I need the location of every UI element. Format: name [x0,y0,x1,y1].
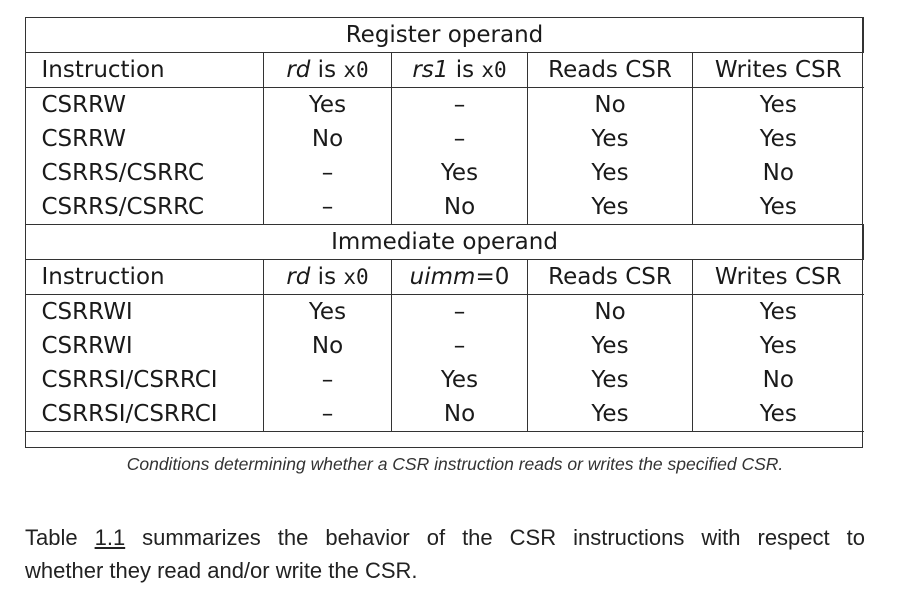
cell-instruction: CSRRWI [25,294,264,329]
table-reference-link[interactable]: 1.1 [94,525,126,550]
cell-instruction: CSRRS/CSRRC [25,190,264,225]
cell-uimm-eq-0: – [391,329,528,363]
header-rs1-is-x0: rs1 is x0 [391,52,528,88]
cell-rd-is-x0: No [263,122,392,156]
cell-instruction: CSRRW [25,122,264,156]
header-uimm-eq-0: uimm=0 [391,259,528,295]
header-rd-label: rd [286,57,311,83]
header-rs1-label: rs1 [412,57,449,83]
cell-reads-csr: No [527,294,693,329]
cell-rd-is-x0: No [263,329,392,363]
cell-uimm-eq-0: No [391,397,528,432]
cell-rd-is-x0: – [263,156,392,190]
cell-rd-is-x0: – [263,363,392,397]
header-rd-is: is [310,264,344,290]
table-row: CSRRW Yes – No Yes [25,87,864,122]
cell-rs1-is-x0: No [391,190,528,225]
table-row: CSRRWI Yes – No Yes [25,294,864,329]
header-rd-reg: x0 [343,265,369,289]
header-uimm-label: uimm [409,264,476,290]
register-section-title-row: Register operand [24,17,865,53]
paragraph-text-before: Table [25,525,95,550]
header-writes-csr: Writes CSR [692,52,864,88]
header-rd-reg: x0 [343,58,369,82]
cell-rs1-is-x0: Yes [391,156,528,190]
cell-reads-csr: Yes [527,190,693,225]
cell-reads-csr: Yes [527,363,693,397]
table-caption: Conditions determining whether a CSR ins… [126,454,784,474]
cell-writes-csr: Yes [759,126,797,152]
header-rs1-reg: x0 [481,58,507,82]
cell-writes-csr: Yes [692,397,864,432]
cell-rd-is-x0: – [263,190,392,225]
header-rd-is-x0: rd is x0 [263,259,392,295]
cell-rd-is-x0: Yes [263,87,392,122]
cell-reads-csr: Yes [527,156,693,190]
cell-writes-csr: Yes [759,299,797,325]
header-rd-is: is [310,57,344,83]
header-writes-csr: Writes CSR [692,259,864,295]
paragraph-line-1: Table 1.1 summarizes the behavior of the… [25,521,865,554]
cell-writes-csr: Yes [759,194,797,220]
cell-rd-is-x0: – [263,397,392,432]
header-rd-is-x0: rd is x0 [263,52,392,88]
cell-writes-csr: No [762,160,794,186]
cell-reads-csr: No [527,87,693,122]
table-row: CSRRSI/CSRRCI – Yes Yes No [25,363,864,397]
table-row: CSRRS/CSRRC – Yes Yes No [25,156,864,190]
csr-behavior-table: Register operand Instruction rd is x0 rs… [24,17,865,432]
register-section-title: Register operand [24,17,865,53]
cell-instruction: CSRRWI [25,329,264,363]
cell-reads-csr: Yes [527,329,693,363]
table-row: CSRRW No – Yes Yes [25,122,864,156]
cell-reads-csr: Yes [527,397,693,432]
body-paragraph: Table 1.1 summarizes the behavior of the… [25,521,865,587]
register-header-row: Instruction rd is x0 rs1 is x0 Reads CSR… [25,52,864,88]
header-uimm-eq: =0 [475,264,510,290]
header-reads-csr: Reads CSR [527,259,693,295]
cell-instruction: CSRRW [25,87,264,122]
cell-rs1-is-x0: – [391,87,528,122]
header-rs1-is: is [448,57,482,83]
cell-instruction: CSRRSI/CSRRCI [25,397,264,432]
table-row: CSRRS/CSRRC – No Yes Yes [25,190,864,225]
immediate-section-title-row: Immediate operand [24,224,865,260]
cell-instruction: CSRRS/CSRRC [25,156,264,190]
paragraph-text-after: summarizes the behavior of the CSR instr… [125,525,865,550]
header-rd-label: rd [286,264,311,290]
cell-uimm-eq-0: Yes [391,363,528,397]
cell-rd-is-x0: Yes [263,294,392,329]
cell-instruction: CSRRSI/CSRRCI [25,363,264,397]
immediate-section-title: Immediate operand [24,224,865,260]
immediate-header-row: Instruction rd is x0 uimm=0 Reads CSR Wr… [25,259,864,295]
cell-reads-csr: Yes [527,122,693,156]
cell-uimm-eq-0: – [391,294,528,329]
paragraph-line-2: whether they read and/or write the CSR. [25,558,418,583]
header-reads-csr: Reads CSR [527,52,693,88]
cell-writes-csr: No [762,367,794,393]
header-instruction: Instruction [25,259,264,295]
cell-writes-csr: Yes [759,333,797,359]
table-row: CSRRSI/CSRRCI – No Yes Yes [25,397,864,432]
table-row: CSRRWI No – Yes Yes [25,329,864,363]
cell-rs1-is-x0: – [391,122,528,156]
header-instruction: Instruction [25,52,264,88]
cell-writes-csr: Yes [759,92,797,118]
